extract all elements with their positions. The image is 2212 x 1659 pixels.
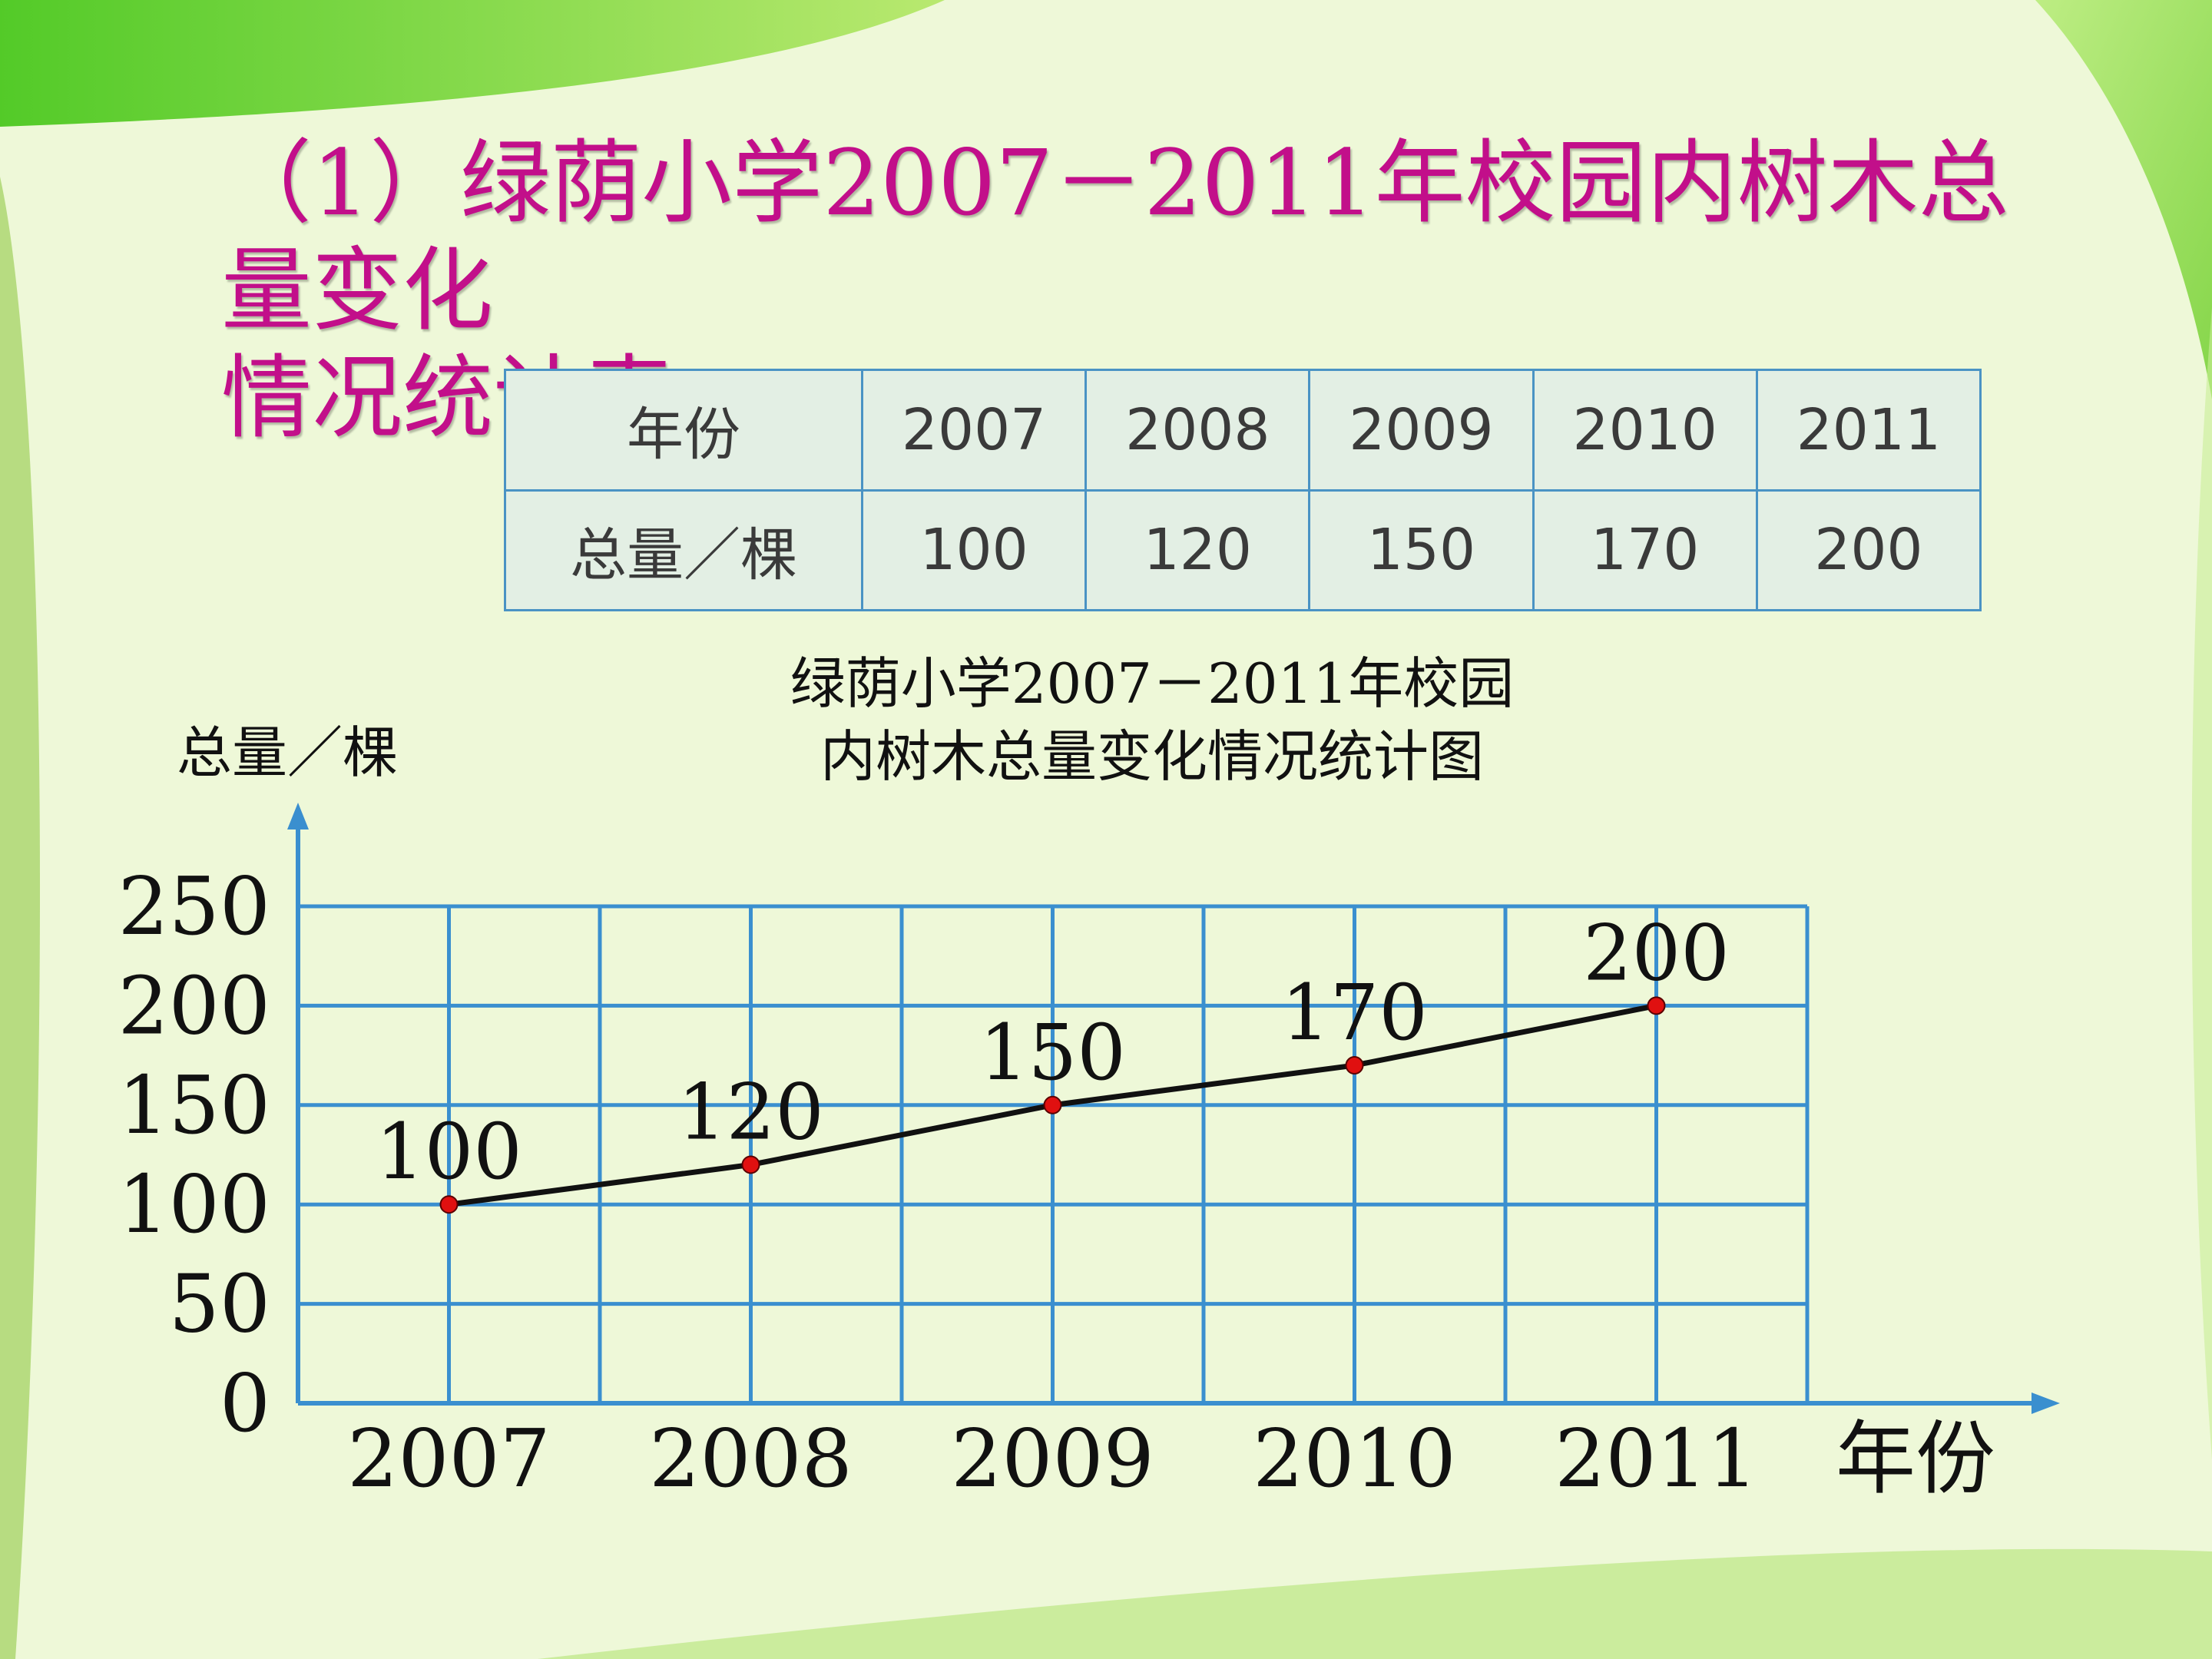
data-table: 年份 2007 2008 2009 2010 2011 总量／棵 100 120… xyxy=(504,369,1982,611)
x-tick-label: 2010 xyxy=(1253,1412,1456,1505)
table-row-totals: 总量／棵 100 120 150 170 200 xyxy=(504,488,1982,611)
top-right-leaf xyxy=(2035,0,2212,399)
bottom-swoosh xyxy=(538,1548,2212,1659)
data-point xyxy=(1345,1056,1364,1075)
data-point xyxy=(1647,996,1666,1015)
left-edge-swoosh xyxy=(0,177,41,1659)
y-axis-label: 总量／棵 xyxy=(177,720,398,785)
chart-title-line-1: 绿荫小学2007－2011年校园 xyxy=(790,651,1514,716)
table-cell-year: 2010 xyxy=(1532,369,1758,492)
y-tick-label: 150 xyxy=(118,1058,270,1152)
x-axis-label: 年份 xyxy=(1836,1412,1995,1505)
x-tick-label: 2008 xyxy=(649,1412,853,1505)
data-point xyxy=(439,1195,459,1214)
top-left-leaf xyxy=(0,0,945,127)
x-tick-label: 2011 xyxy=(1555,1412,1758,1505)
data-label: 200 xyxy=(1583,908,1730,998)
table-header-year: 年份 xyxy=(504,369,863,492)
y-tick-label: 50 xyxy=(169,1257,270,1351)
y-tick-label: 0 xyxy=(220,1356,270,1450)
x-tick-label: 2009 xyxy=(951,1412,1154,1505)
data-label: 120 xyxy=(677,1067,824,1157)
table-cell-total: 100 xyxy=(860,488,1088,611)
right-edge-swoosh xyxy=(2191,307,2212,1459)
y-tick-label: 100 xyxy=(118,1157,270,1251)
y-axis-arrow xyxy=(287,803,309,830)
table-cell-year: 2007 xyxy=(860,369,1088,492)
table-cell-total: 200 xyxy=(1755,488,1982,611)
table-row-years: 年份 2007 2008 2009 2010 2011 xyxy=(504,369,1982,492)
chart-title-line-2: 内树木总量变化情况统计图 xyxy=(820,724,1484,789)
page-heading: （1）绿荫小学2007－2011年校园内树木总量变化 情况统计表。 xyxy=(221,129,2080,452)
heading-line-1: （1）绿荫小学2007－2011年校园内树木总量变化 xyxy=(221,130,2009,343)
y-tick-label: 200 xyxy=(118,959,270,1052)
data-point xyxy=(1043,1095,1062,1114)
chart-grid xyxy=(298,904,1810,1403)
table-header-total: 总量／棵 xyxy=(504,488,863,611)
table-cell-total: 150 xyxy=(1308,488,1535,611)
chart-marks: 100 120 150 170 200 xyxy=(376,908,1730,1214)
x-tick-label: 2007 xyxy=(347,1412,551,1505)
data-label: 100 xyxy=(376,1107,522,1197)
y-tick-label: 250 xyxy=(118,859,270,953)
table-cell-year: 2009 xyxy=(1308,369,1535,492)
table-cell-year: 2008 xyxy=(1084,369,1311,492)
table-cell-total: 170 xyxy=(1532,488,1758,611)
table-cell-year: 2011 xyxy=(1755,369,1982,492)
data-point xyxy=(741,1155,760,1174)
data-label: 170 xyxy=(1281,968,1428,1058)
data-label: 150 xyxy=(979,1008,1126,1098)
table-cell-total: 120 xyxy=(1084,488,1311,611)
x-axis-arrow xyxy=(2032,1392,2060,1414)
